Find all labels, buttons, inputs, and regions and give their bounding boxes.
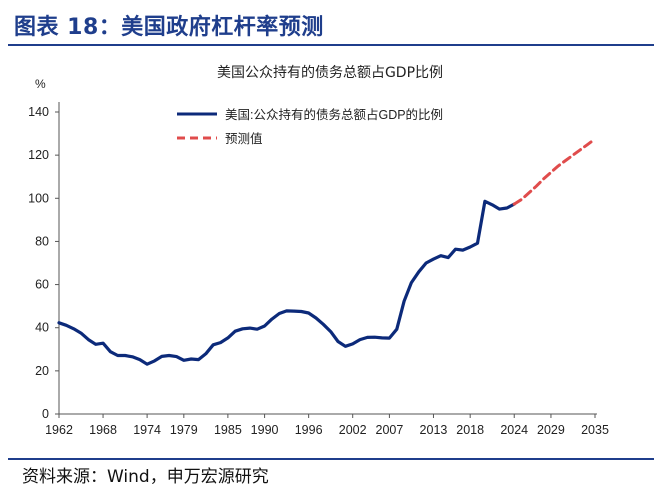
x-tick-label: 2013 [420,423,448,437]
source-note: 资料来源：Wind，申万宏源研究 [22,467,269,487]
footer-divider [8,458,654,460]
x-tick-label: 1962 [45,423,73,437]
y-tick-label: 80 [35,234,49,248]
y-tick-label: 20 [35,364,49,378]
y-tick-label: 60 [35,278,49,292]
header-divider [8,44,654,46]
x-tick-label: 1979 [170,423,198,437]
x-tick-label: 2029 [537,423,565,437]
line-chart: % 0 20 40 60 80 100 120 140 1962 1968 1974 1979 1985 1… [28,77,609,437]
x-tick-label: 2035 [581,423,609,437]
y-tick-label: 140 [28,105,49,119]
legend-label-forecast: 预测值 [225,131,263,146]
x-tick-label: 2002 [339,423,367,437]
y-tick-label: 40 [35,321,49,335]
x-tick-label: 2024 [500,423,528,437]
chart-area: % 0 20 40 60 80 100 120 140 1962 1968 1974 1979 1985 1… [0,52,660,452]
legend-label-actual: 美国:公众持有的债务总额占GDP的比例 [225,107,443,122]
x-tick-label: 2007 [376,423,404,437]
figure-header: 图表 18：美国政府杠杆率预测 [8,6,654,46]
y-tick-label: 100 [28,191,49,205]
y-axis-unit: % [35,77,46,91]
y-tick-label: 120 [28,148,49,162]
x-tick-label: 1968 [89,423,117,437]
actual-series-line [57,199,516,366]
figure-title: 图表 18：美国政府杠杆率预测 [14,15,324,40]
x-tick-label: 1996 [295,423,323,437]
x-tick-label: 1985 [214,423,242,437]
forecast-series-line [512,137,597,206]
y-tick-label: 0 [42,407,49,421]
x-tick-label: 1990 [251,423,279,437]
x-tick-label: 1974 [133,423,161,437]
chart-title: 美国公众持有的债务总额占GDP比例 [216,65,444,81]
x-tick-label: 2018 [456,423,484,437]
